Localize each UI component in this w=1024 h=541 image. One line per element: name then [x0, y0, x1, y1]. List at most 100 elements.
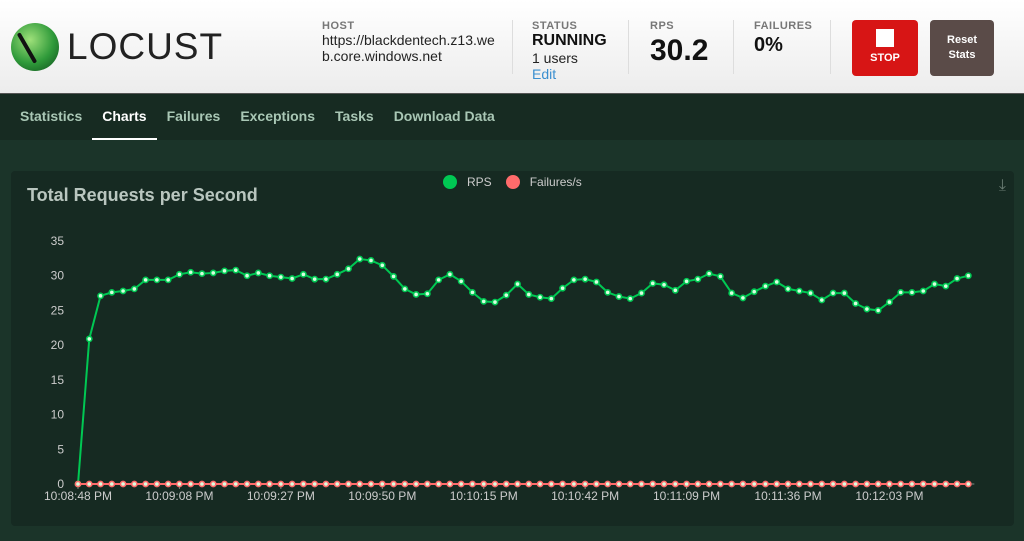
data-point: [964, 480, 972, 488]
data-point: [728, 480, 736, 488]
locust-logo-icon: [11, 23, 59, 71]
data-point: [85, 480, 93, 488]
data-point: [356, 480, 364, 488]
data-point: [232, 266, 240, 274]
data-point: [130, 285, 138, 293]
data-point: [266, 272, 273, 280]
header: LOCUST HOST https://blackdentech.z13.web…: [0, 0, 1024, 94]
download-icon[interactable]: ⤓: [998, 177, 1006, 194]
x-tick-label: 10:09:50 PM: [348, 489, 416, 503]
data-point: [119, 480, 127, 488]
rps-value: 30.2: [650, 34, 709, 67]
data-point: [367, 257, 375, 264]
data-point: [705, 270, 713, 278]
tab-exceptions[interactable]: Exceptions: [240, 108, 316, 124]
data-point: [694, 480, 702, 488]
data-point: [390, 273, 397, 280]
tab-bar: Statistics Charts Failures Exceptions Ta…: [0, 94, 1024, 140]
data-point: [514, 280, 521, 288]
stop-button[interactable]: STOP: [852, 20, 918, 76]
data-point: [886, 480, 893, 488]
data-point: [694, 275, 702, 283]
failures-label: FAILURES: [754, 20, 813, 32]
divider: [628, 20, 629, 74]
data-point: [378, 261, 386, 269]
data-point: [739, 480, 747, 488]
tab-tasks[interactable]: Tasks: [335, 108, 374, 124]
data-point: [299, 270, 307, 278]
host-value: https://blackdentech.z13.web.core.window…: [322, 32, 495, 64]
data-point: [457, 480, 465, 488]
chart-legend: RPS Failures/s: [443, 175, 582, 189]
data-point: [153, 276, 161, 284]
data-point: [97, 292, 104, 300]
data-point: [401, 480, 409, 488]
data-point: [829, 480, 837, 488]
y-tick-label: 35: [51, 234, 65, 248]
data-point: [795, 480, 803, 488]
reset-stats-button[interactable]: Reset Stats: [930, 20, 994, 76]
data-point: [176, 270, 183, 278]
data-point: [423, 290, 431, 298]
data-point: [863, 305, 871, 313]
data-point: [547, 295, 555, 303]
status-value: RUNNING: [532, 32, 607, 49]
data-point: [863, 480, 871, 488]
data-point: [446, 270, 454, 278]
legend-dot-icon: [505, 175, 520, 189]
data-point: [97, 480, 104, 488]
status-stat: STATUS RUNNING 1 users Edit: [532, 20, 607, 82]
data-point: [581, 275, 589, 283]
data-point: [649, 480, 657, 488]
data-point: [942, 480, 950, 488]
data-point: [243, 272, 251, 280]
data-point: [593, 278, 600, 286]
legend-rps[interactable]: RPS: [443, 175, 492, 189]
data-point: [638, 289, 645, 297]
data-point: [683, 480, 690, 488]
tab-charts[interactable]: Charts: [92, 94, 157, 140]
tab-failures[interactable]: Failures: [166, 108, 221, 124]
data-point: [581, 480, 589, 488]
data-point: [773, 480, 781, 488]
data-point: [502, 480, 510, 488]
user-count: 1 users: [532, 50, 578, 66]
reset-label: Reset Stats: [947, 34, 977, 61]
data-point: [423, 480, 431, 488]
x-tick-label: 10:10:15 PM: [450, 489, 518, 503]
data-point: [750, 288, 758, 296]
edit-link[interactable]: Edit: [532, 66, 557, 82]
data-point: [491, 480, 499, 488]
data-point: [187, 268, 195, 276]
y-tick-label: 15: [51, 373, 65, 387]
tab-download-data[interactable]: Download Data: [393, 108, 495, 124]
locust-logo[interactable]: LOCUST: [11, 23, 223, 71]
rps-stat: RPS 30.2: [650, 20, 708, 68]
data-point: [457, 277, 465, 285]
data-point: [164, 276, 172, 284]
data-point: [345, 265, 352, 273]
data-point: [277, 273, 285, 281]
data-point: [187, 480, 195, 488]
data-point: [931, 480, 938, 488]
stop-label: STOP: [870, 52, 900, 64]
data-point: [626, 295, 634, 303]
legend-failures[interactable]: Failures/s: [505, 175, 582, 189]
data-point: [176, 480, 183, 488]
data-point: [795, 287, 803, 295]
data-point: [536, 293, 544, 301]
x-tick-label: 10:08:48 PM: [44, 489, 112, 503]
tab-statistics[interactable]: Statistics: [20, 108, 83, 124]
data-point: [604, 288, 612, 296]
data-point: [333, 270, 341, 278]
x-tick-label: 10:09:08 PM: [145, 489, 213, 503]
data-point: [221, 480, 228, 488]
data-point: [480, 298, 488, 305]
data-point: [784, 480, 792, 488]
x-tick-label: 10:09:27 PM: [247, 489, 315, 503]
data-point: [615, 293, 623, 300]
data-point: [953, 480, 961, 488]
data-point: [221, 267, 228, 275]
data-point: [480, 480, 488, 488]
data-point: [897, 288, 905, 296]
